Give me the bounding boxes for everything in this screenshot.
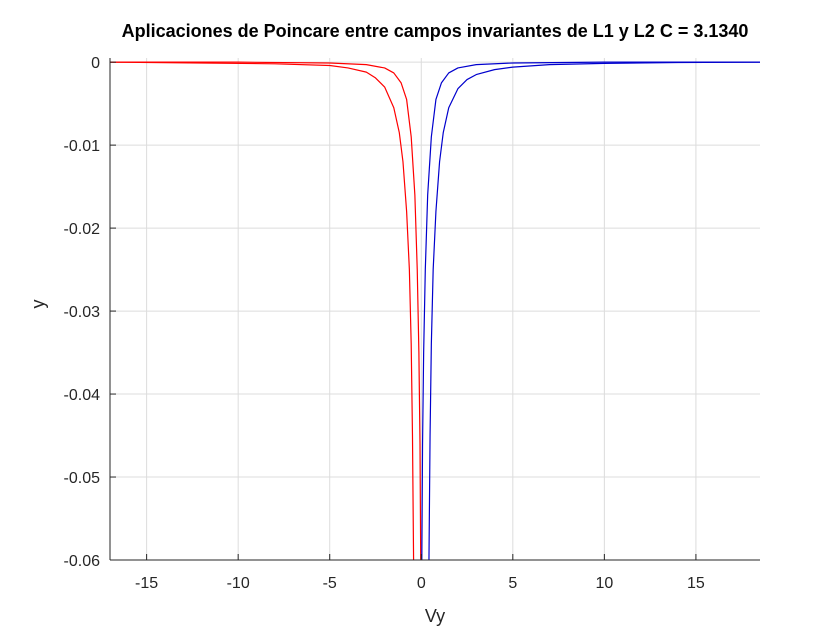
series-group	[110, 61, 760, 560]
x-tick-label: -5	[323, 575, 337, 592]
chart-title: Aplicaciones de Poincare entre campos in…	[122, 21, 749, 41]
series-line-1	[110, 61, 415, 560]
y-axis-label: y	[28, 300, 48, 309]
series-line-4	[428, 61, 760, 560]
x-tick-label: -10	[227, 575, 250, 592]
axes	[109, 58, 760, 561]
y-tick-label: -0.06	[64, 553, 101, 570]
y-tick-label: -0.03	[64, 304, 101, 321]
y-tick-label: 0	[91, 55, 100, 72]
series-line-3	[421, 61, 760, 560]
y-tick-label: -0.02	[64, 221, 101, 238]
y-tick-label: -0.05	[64, 470, 101, 487]
x-tick-label: 15	[687, 575, 705, 592]
series-line-2	[110, 61, 422, 560]
x-tick-label: 0	[417, 575, 426, 592]
x-tick-label: 10	[595, 575, 613, 592]
y-tick-labels: 0 -0.01 -0.02 -0.03 -0.04 -0.05 -0.06	[64, 55, 101, 570]
x-tick-labels: -15 -10 -5 0 5 10 15	[135, 575, 705, 592]
y-tick-label: -0.01	[64, 138, 101, 155]
x-axis-label: Vy	[425, 606, 445, 626]
y-tick-label: -0.04	[64, 387, 101, 404]
x-tick-label: 5	[508, 575, 517, 592]
x-tick-label: -15	[135, 575, 158, 592]
grid	[110, 58, 760, 561]
